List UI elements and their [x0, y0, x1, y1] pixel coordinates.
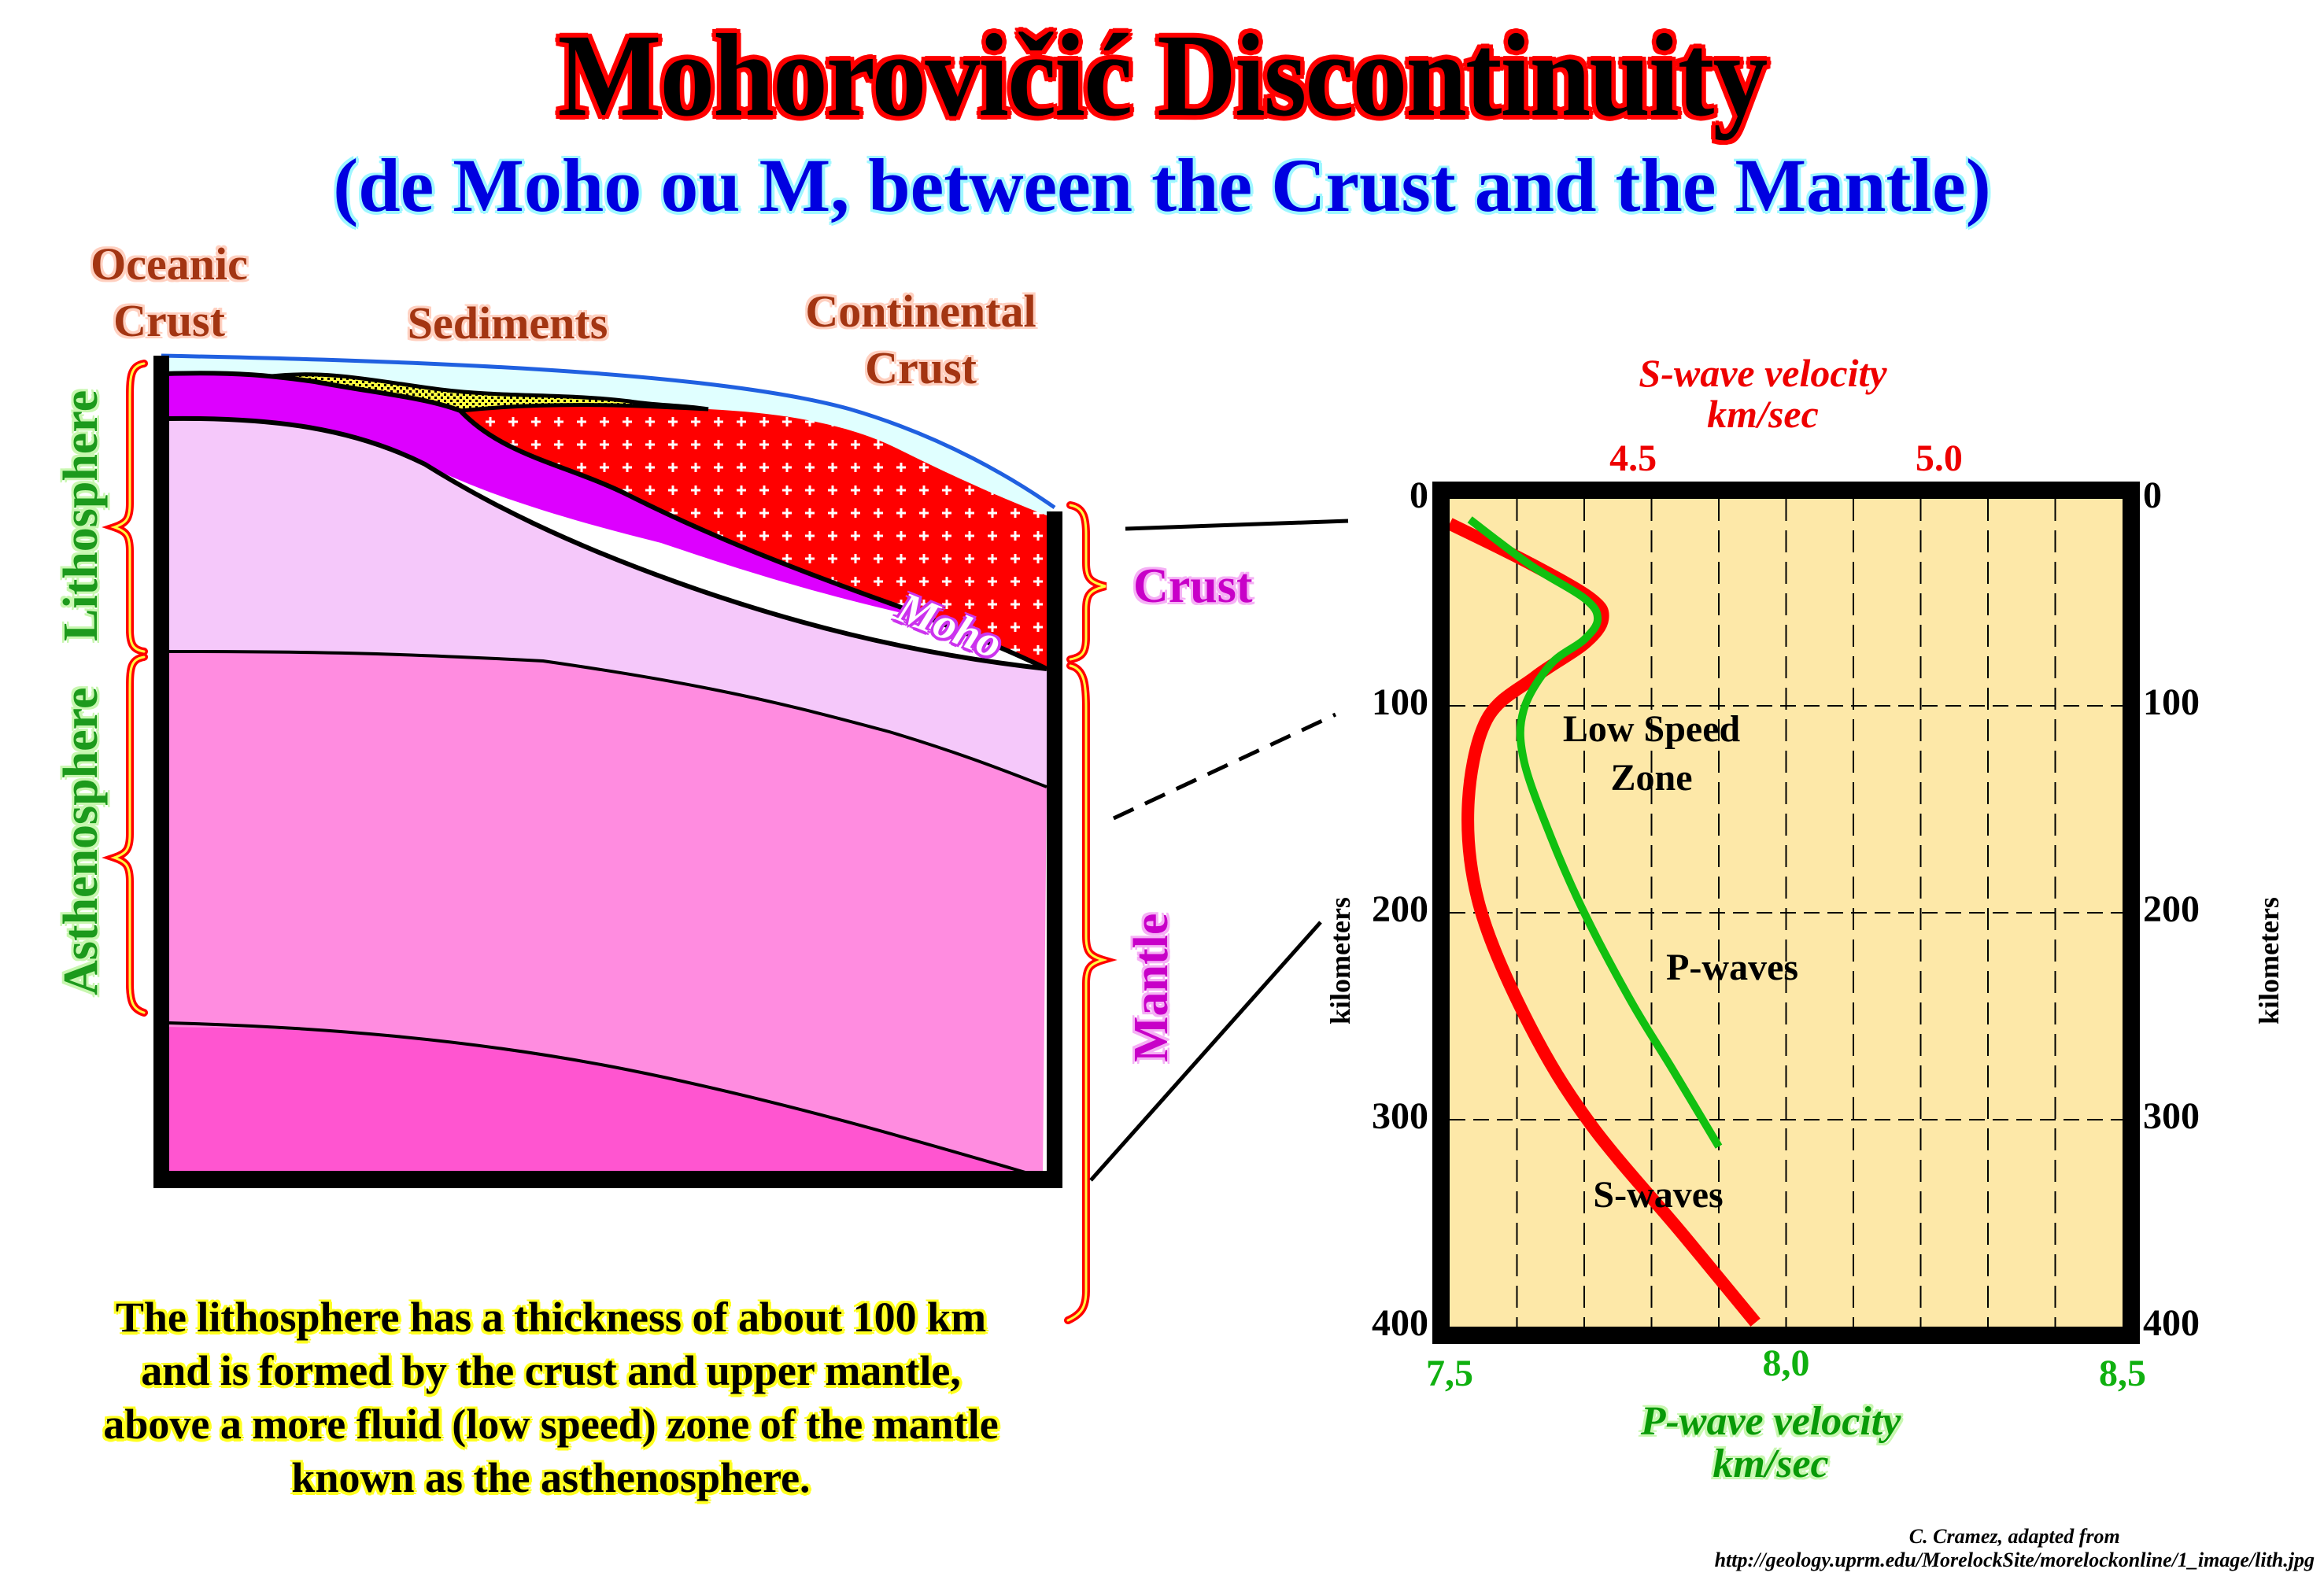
section-right-border	[1047, 511, 1062, 1188]
y-axis-tick-label-left: 300	[1372, 1095, 1428, 1137]
sea-surface-line	[161, 353, 1056, 510]
crust-label: Crust	[1133, 559, 1253, 613]
y-axis-label-left: kilometers	[1325, 897, 1356, 1024]
upper-mantle-layer	[165, 418, 1047, 787]
bottom-axis-tick-label: 8,0	[1762, 1342, 1810, 1384]
mantle-brace	[1064, 662, 1118, 1324]
lithosphere-brace	[102, 360, 148, 655]
y-axis-tick-label-left: 400	[1372, 1302, 1428, 1344]
sediments-layer	[272, 374, 708, 411]
p-wavescurve	[1467, 516, 1723, 1149]
y-axis-label-right: kilometers	[2253, 897, 2285, 1024]
top-axis-tick-label: 4.5	[1609, 437, 1657, 479]
continental-crust-label-line1: Continental	[805, 286, 1036, 337]
y-axis-tick-label-left: 200	[1372, 888, 1428, 930]
sediments-label: Sediments	[407, 297, 608, 349]
oceanic-crust-label-line1: Oceanic	[91, 238, 248, 290]
page-subtitle: (de Moho ou M, between the Crust and the…	[333, 143, 1991, 227]
chart-annotation-line: S-waves	[1593, 1174, 1724, 1216]
chart-annotation-line: Zone	[1610, 757, 1693, 799]
credit-line2: http://geology.uprm.edu/MorelockSite/mor…	[1714, 1549, 2315, 1571]
y-axis-tick-label-left: 0	[1410, 474, 1428, 516]
bottom-axis-title: P-wave velocity km/sec	[1605, 1401, 1936, 1486]
y-axis-tick-label-left: 100	[1372, 681, 1428, 723]
y-axis-tick-label-right: 100	[2143, 681, 2200, 723]
credit-line1: C. Cramez, adapted from	[1908, 1525, 2120, 1548]
top-axis-tick-label: 5.0	[1915, 437, 1963, 479]
continental-crust-label: Continental Crust	[779, 283, 1062, 397]
section-left-border	[153, 356, 169, 1188]
y-axis-tick-label-right: 400	[2143, 1302, 2200, 1344]
crust-brace	[1066, 501, 1107, 663]
chart-annotation-line: Low Speed	[1562, 708, 1741, 751]
caption-line: and is formed by the crust and upper man…	[141, 1347, 961, 1394]
connector-line-surface	[1125, 519, 1349, 531]
bottom-axis-tick-label: 7,5	[1426, 1353, 1473, 1394]
oceanic-crust-label: Oceanic Crust	[71, 236, 268, 349]
chart-annotation: S-waves	[1532, 1171, 1784, 1220]
bottom-axis-tick-label: 8,5	[2099, 1353, 2146, 1394]
chart-annotation: P-waves	[1606, 943, 1858, 992]
caption-line: known as the asthenosphere.	[291, 1454, 811, 1501]
chart-annotation-line: P-waves	[1666, 946, 1799, 988]
asthenosphere-brace	[102, 653, 148, 1017]
caption-line: above a more fluid (low speed) zone of t…	[103, 1401, 999, 1448]
chart-annotation: Low Speed Zone	[1526, 705, 1778, 803]
bottom-axis-title-line2: km/sec	[1713, 1442, 1829, 1486]
chart-series	[1446, 516, 1761, 1327]
connector-line-lithosphere-base	[1112, 712, 1337, 821]
top-axis-title-line2: km/sec	[1707, 392, 1819, 436]
page-title: Mohorovičić Discontinuity	[557, 10, 1768, 141]
chart-frame	[1432, 482, 2140, 1344]
continental-crust-layer	[460, 404, 1047, 669]
continental-crust-label-line2: Crust	[865, 342, 977, 393]
top-axis-title-line1: S-wave velocity	[1639, 351, 1887, 395]
section-bottom-border	[153, 1171, 1062, 1188]
top-axis-title: S-wave velocity km/sec	[1605, 353, 1920, 434]
y-axis-tick-label-right: 300	[2143, 1095, 2200, 1137]
deep-mantle-layer	[165, 1027, 1043, 1184]
asthenosphere-layer	[165, 652, 1047, 1176]
caption-line: The lithosphere has a thickness of about…	[115, 1294, 987, 1341]
chart-grid	[1450, 499, 2123, 1327]
connector-line-deep	[1089, 921, 1322, 1182]
oceanic-crust-layer	[165, 373, 929, 618]
source-credit: C. Cramez, adapted from http://geology.u…	[1715, 1525, 2315, 1572]
caption-text: The lithosphere has a thickness of about…	[31, 1290, 1070, 1504]
oceanic-crust-label-line2: Crust	[113, 295, 225, 346]
y-axis-tick-label-right: 200	[2143, 888, 2200, 930]
bottom-axis-title-line1: P-wave velocity	[1640, 1399, 1901, 1444]
y-axis-tick-label-right: 0	[2143, 474, 2162, 516]
